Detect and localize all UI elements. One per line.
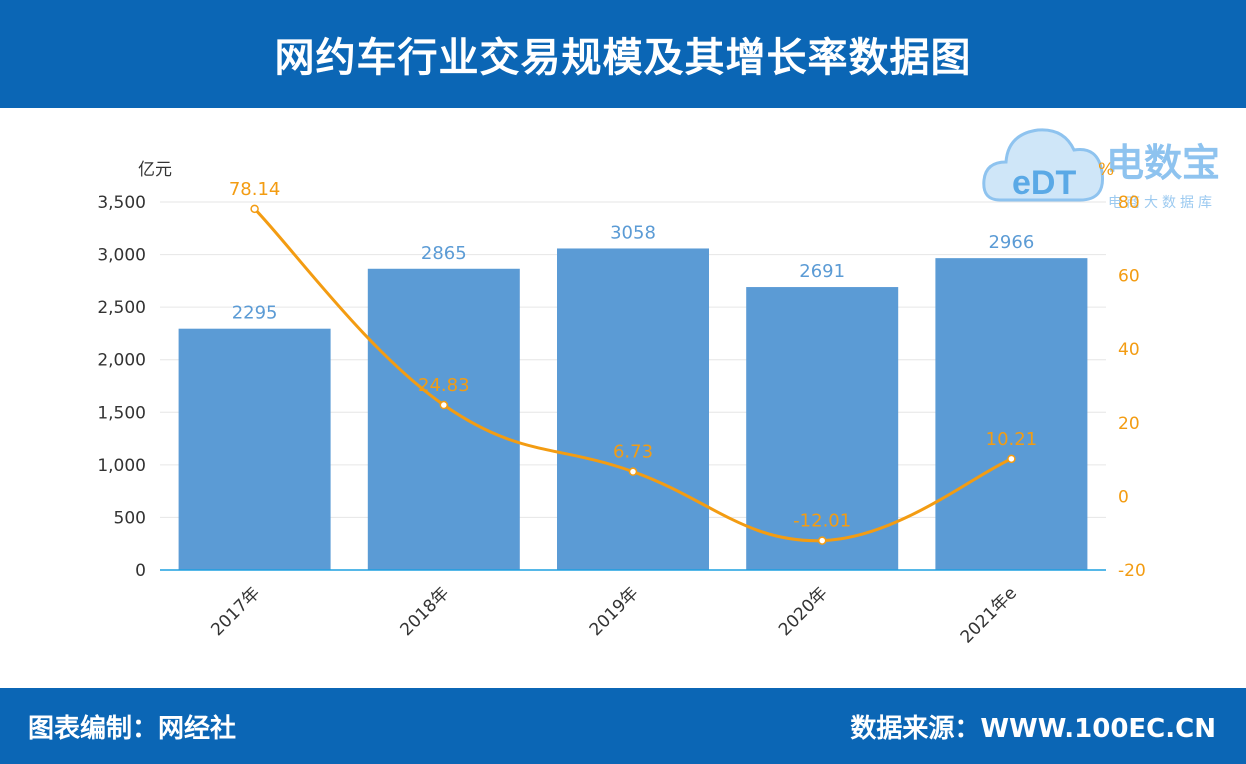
bar-value-label: 2295 (232, 303, 278, 324)
line-value-label: 24.83 (418, 375, 470, 396)
bar (746, 287, 899, 570)
line-point (250, 204, 259, 214)
bar-line-chart: 2295 2865 3058 2691 2966 78.14 24.83 6.73 -12.01… (97, 160, 1146, 648)
x-tick-label: 2020年 (775, 583, 832, 640)
left-tick-label: 2,500 (97, 298, 146, 318)
footer-compiler: 图表编制：网经社 (28, 714, 237, 744)
line-point (628, 467, 638, 476)
left-tick-label: 0 (135, 561, 146, 581)
left-tick-label: 1,000 (97, 456, 146, 476)
right-tick-label: 20 (1118, 414, 1140, 434)
header-bar: 网约车行业交易规模及其增长率数据图 (0, 0, 1246, 108)
bar-value-label: 2691 (799, 261, 845, 282)
line-value-label: 10.21 (986, 429, 1038, 450)
bar-value-label: 2966 (988, 232, 1034, 253)
line-value-label: 6.73 (613, 442, 653, 463)
line-series (250, 204, 1016, 545)
left-tick-label: 500 (114, 508, 146, 528)
bar-value-label: 3058 (610, 222, 656, 243)
right-tick-label: -20 (1118, 561, 1146, 581)
bar-series (178, 248, 1088, 570)
page-title: 网约车行业交易规模及其增长率数据图 (274, 35, 972, 81)
line-point (817, 536, 827, 545)
left-axis-unit: 亿元 (138, 160, 172, 180)
line-value-label: -12.01 (793, 511, 851, 532)
bar (935, 258, 1088, 570)
logo-brand: 电数宝 (1106, 141, 1221, 185)
footer-source: 数据来源：WWW.100EC.CN (850, 714, 1216, 744)
right-tick-label: 60 (1118, 267, 1140, 287)
line-point (439, 400, 449, 410)
left-tick-label: 3,000 (97, 246, 146, 266)
left-tick-label: 1,500 (97, 403, 146, 423)
line-point (1007, 454, 1016, 464)
line-value-label: 78.14 (229, 179, 281, 200)
footer-bar: 图表编制：网经社 数据来源：WWW.100EC.CN (0, 688, 1246, 764)
x-tick-label: 2017年 (207, 583, 264, 640)
bar (367, 268, 520, 570)
edt-logo: eDT 电数宝 电商大数据库 (982, 114, 1242, 214)
left-tick-label: 3,500 (97, 193, 146, 213)
logo-subtitle: 电商大数据库 (1108, 195, 1216, 211)
cloud-icon: eDT (982, 128, 1105, 202)
left-tick-label: 2,000 (97, 351, 146, 371)
bar-value-label: 2865 (421, 243, 467, 264)
x-tick-label: 2019年 (586, 583, 643, 640)
right-tick-label: 80 (1118, 193, 1140, 213)
data-labels: 2295 2865 3058 2691 2966 78.14 24.83 6.73 -12.01… (229, 179, 1037, 532)
logo-mark: eDT (1012, 164, 1076, 202)
right-tick-label: 0 (1118, 487, 1129, 507)
x-tick-label: 2018年 (397, 583, 454, 640)
bar (178, 328, 331, 570)
right-tick-label: 40 (1118, 340, 1140, 360)
bar (557, 248, 709, 570)
x-tick-label: 2021年e (957, 583, 1021, 647)
right-axis-unit: % (1098, 160, 1114, 180)
